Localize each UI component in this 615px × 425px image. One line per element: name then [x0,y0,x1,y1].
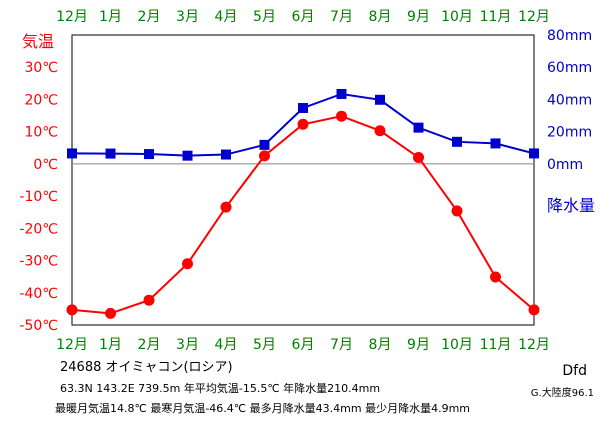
precipitation-point [490,138,501,149]
bottom-month-label: 10月 [441,337,473,353]
bottom-month-label: 3月 [176,337,199,353]
precipitation-axis-label: 降水量 [547,196,595,215]
top-month-label: 9月 [407,9,430,25]
temperature-point [259,150,270,162]
temperature-tick-label: -20℃ [19,221,58,237]
temperature-point [143,294,155,306]
bottom-month-labels: 12月 1月 2月 3月 4月 5月 6月 7月 8月 9月 10月 11月 12月 [56,337,550,353]
top-month-label: 6月 [292,9,315,25]
precipitation-tick-label: 60mm [547,60,592,76]
station-info-line2: 最暖月気温14.8℃ 最寒月気温-46.4℃ 最多月降水量43.4mm 最少月降… [55,402,470,415]
temperature-point [490,271,501,283]
temperature-point [336,110,347,122]
continentality-index: G.大陸度96.1 [530,388,594,399]
top-month-label: 2月 [138,9,161,25]
climate-classification: Dfd [562,363,587,379]
top-month-label: 3月 [176,9,199,25]
precipitation-tick-label: 80mm [547,28,592,44]
precipitation-point [221,149,231,160]
precipitation-point [452,136,462,147]
temperature-tick-label: 30℃ [24,60,58,76]
top-month-label: 12月 [56,9,88,25]
top-month-label: 4月 [215,9,238,25]
station-info-line1: 63.3N 143.2E 739.5m 年平均気温-15.5℃ 年降水量210.… [60,382,381,395]
temperature-point [451,205,463,217]
temperature-point [413,151,424,163]
temperature-point [528,304,540,316]
precipitation-point [182,150,193,161]
precipitation-point [105,148,116,159]
precipitation-point [67,148,77,159]
temperature-tick-label: -30℃ [19,254,58,270]
temperature-tick-label: 20℃ [24,92,58,108]
precipitation-point [298,102,308,113]
bottom-month-label: 12月 [56,337,88,353]
bottom-month-label: 2月 [138,337,161,353]
bottom-month-label: 6月 [292,337,315,353]
temperature-line [71,115,535,315]
top-month-label: 7月 [330,9,353,25]
top-month-label: 10月 [441,9,473,25]
bottom-month-label: 4月 [215,337,238,353]
bottom-month-label: 11月 [480,337,512,353]
temperature-tick-label: -40℃ [19,286,58,302]
bottom-month-label: 5月 [253,337,276,353]
temperature-point [374,125,386,137]
temperature-point [182,258,193,270]
temperature-axis-ticks: 30℃ 20℃ 10℃ 0℃ -10℃ -20℃ -30℃ -40℃ -50℃ [19,60,58,334]
top-month-label: 8月 [369,9,392,25]
bottom-month-label: 8月 [369,337,392,353]
top-month-label: 5月 [253,9,276,25]
temperature-tick-label: 0℃ [33,157,58,173]
precipitation-tick-label: 0mm [547,157,583,173]
bottom-month-label: 9月 [407,337,430,353]
plot-frame [71,34,535,326]
precipitation-point [336,88,347,99]
temperature-point [297,118,309,130]
bottom-month-label: 1月 [99,337,122,353]
temperature-tick-label: -10℃ [19,189,58,205]
bottom-month-label: 7月 [330,337,353,353]
top-month-label: 12月 [518,9,550,25]
precipitation-point [413,122,424,133]
precipitation-tick-label: 20mm [547,125,592,141]
temperature-axis-label: 気温 [22,32,54,51]
precipitation-tick-label: 40mm [547,92,592,108]
temperature-tick-label: -50℃ [19,318,58,334]
precipitation-point [259,139,270,150]
precipitation-axis-ticks: 80mm 60mm 40mm 20mm 0mm [547,28,592,173]
top-month-labels: 12月 1月 2月 3月 4月 5月 6月 7月 8月 9月 10月 11月 12月 [56,9,550,25]
precipitation-point [375,94,385,105]
series-group [66,88,540,319]
temperature-tick-label: 10℃ [24,125,58,141]
temperature-point [105,307,116,319]
temperature-point [66,304,78,316]
top-month-label: 1月 [99,9,122,25]
top-month-label: 11月 [480,9,512,25]
temperature-point [220,201,232,213]
station-name: 24688 オイミャコン(ロシア) [60,360,233,375]
bottom-month-label: 12月 [518,337,550,353]
precipitation-point [144,149,154,160]
precipitation-point [529,148,539,159]
